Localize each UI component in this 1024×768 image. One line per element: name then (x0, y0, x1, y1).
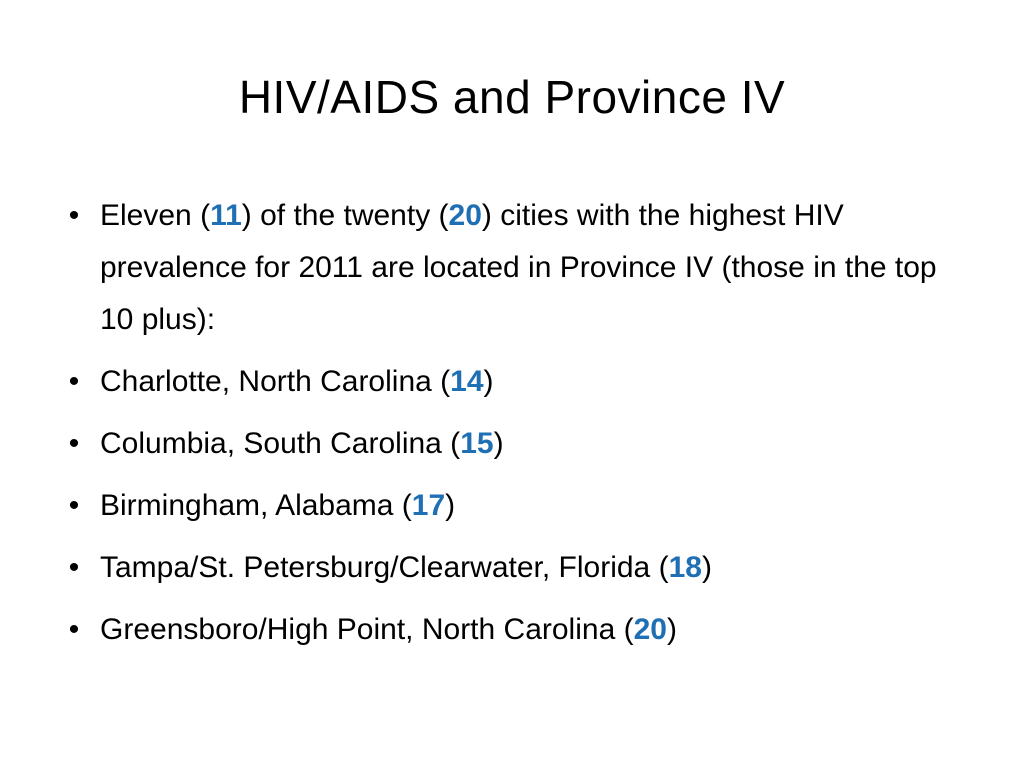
bullet-icon: • (68, 199, 80, 232)
bullet-icon: • (68, 551, 80, 584)
bullet-text: Eleven ( (100, 199, 211, 232)
highlight-number: 18 (668, 551, 702, 584)
highlight-number: 20 (633, 613, 667, 646)
bullet-text: Charlotte, North Carolina ( (100, 365, 451, 398)
bullet-text: Greensboro/High Point, North Carolina ( (100, 613, 634, 646)
bullet-item-charlotte: • Charlotte, North Carolina (14) (62, 356, 942, 408)
bullet-icon: • (68, 489, 80, 522)
bullet-icon: • (68, 613, 80, 646)
bullet-text: ) (483, 365, 494, 398)
bullet-text: Tampa/St. Petersburg/Clearwater, Florida… (100, 551, 669, 584)
bullet-text: Birmingham, Alabama ( (100, 489, 412, 522)
bullet-text: ) (493, 427, 504, 460)
bullet-text: ) of the twenty ( (241, 199, 449, 232)
bullet-text: ) cities with the highest HIV prevalence… (100, 199, 937, 336)
bullet-icon: • (68, 365, 80, 398)
bullet-text: ) (666, 613, 677, 646)
highlight-number: 14 (450, 365, 484, 398)
bullet-item-birmingham: • Birmingham, Alabama (17) (62, 480, 942, 532)
highlight-number: 15 (460, 427, 494, 460)
highlight-number: 11 (210, 199, 242, 232)
slide-title: HIV/AIDS and Province IV (238, 71, 786, 123)
bullet-item-columbia: • Columbia, South Carolina (15) (62, 418, 942, 470)
bullet-item-intro: • Eleven (11) of the twenty (20) cities … (62, 190, 942, 346)
highlight-number: 17 (411, 489, 446, 522)
bullet-text: Columbia, South Carolina ( (100, 427, 461, 460)
bullet-text: ) (701, 551, 712, 584)
bullet-item-greensboro: • Greensboro/High Point, North Carolina … (62, 604, 942, 656)
bullet-item-tampa: • Tampa/St. Petersburg/Clearwater, Flori… (62, 542, 942, 594)
bullet-list: • Eleven (11) of the twenty (20) cities … (62, 190, 942, 666)
bullet-icon: • (68, 427, 80, 460)
highlight-number: 20 (448, 199, 482, 232)
bullet-text: ) (445, 489, 456, 522)
